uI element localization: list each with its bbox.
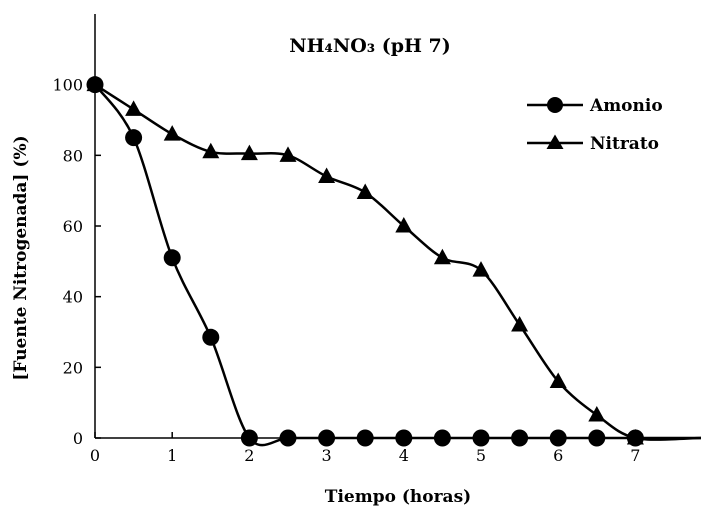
x-tick-label: 4 [399, 446, 409, 465]
data-point-nitrato [626, 429, 644, 445]
data-point-amonio [318, 429, 336, 447]
x-tick-label: 5 [476, 446, 486, 465]
data-point-nitrato [86, 75, 104, 92]
y-axis-title: [Fuente Nitrogenada] (%) [11, 135, 31, 380]
series-nitrato [86, 75, 701, 445]
legend-item-nitrato: Nitrato [527, 134, 659, 154]
axes [94, 14, 701, 439]
legend-label-nitrato: Nitrato [590, 134, 659, 154]
series-layer [86, 75, 701, 447]
y-tick-label: 40 [63, 288, 83, 307]
x-tick-label: 2 [244, 446, 254, 465]
data-point-nitrato [433, 248, 451, 265]
data-point-nitrato [240, 144, 258, 161]
x-tick-label: 6 [553, 446, 563, 465]
data-point-nitrato [511, 315, 529, 332]
series-amonio [86, 76, 701, 447]
data-point-amonio [202, 328, 220, 346]
data-point-nitrato [472, 261, 490, 277]
chart-title: NH₄NO₃ (pH 7) [289, 35, 451, 57]
data-point-amonio [433, 429, 451, 447]
y-tick-label: 20 [63, 358, 83, 377]
data-point-amonio [240, 429, 258, 447]
data-point-nitrato [356, 183, 374, 199]
data-point-amonio [163, 249, 181, 267]
y-tick-label: 60 [63, 217, 83, 236]
data-point-nitrato [588, 406, 606, 422]
x-tick-label: 7 [630, 446, 640, 465]
x-tick-label: 1 [167, 446, 177, 465]
y-tick-label: 100 [52, 76, 83, 95]
legend-label-amonio: Amonio [589, 96, 663, 116]
data-point-nitrato [549, 372, 567, 388]
data-point-amonio [356, 429, 374, 447]
data-point-nitrato [318, 167, 336, 184]
data-point-amonio [125, 129, 143, 147]
data-point-nitrato [163, 125, 181, 141]
x-tick-label: 0 [90, 446, 100, 465]
data-point-nitrato [279, 146, 297, 162]
series-line-nitrato [94, 83, 701, 441]
data-point-nitrato [395, 217, 413, 233]
legend: Amonio Nitrato [527, 96, 663, 154]
data-point-amonio [549, 429, 567, 447]
legend-marker-nitrato [546, 134, 564, 149]
data-point-amonio [279, 429, 297, 447]
x-tick-label: 3 [322, 446, 332, 465]
data-point-amonio [395, 429, 413, 447]
legend-marker-amonio [547, 97, 563, 113]
data-point-amonio [511, 429, 529, 447]
x-axis-title: Tiempo (horas) [325, 487, 471, 507]
y-tick-label: 80 [63, 146, 83, 165]
data-point-nitrato [125, 100, 143, 116]
data-point-amonio [588, 429, 606, 447]
data-point-nitrato [202, 142, 220, 159]
legend-item-amonio: Amonio [527, 96, 663, 116]
data-point-amonio [472, 429, 490, 447]
y-tick-label: 0 [73, 429, 83, 448]
